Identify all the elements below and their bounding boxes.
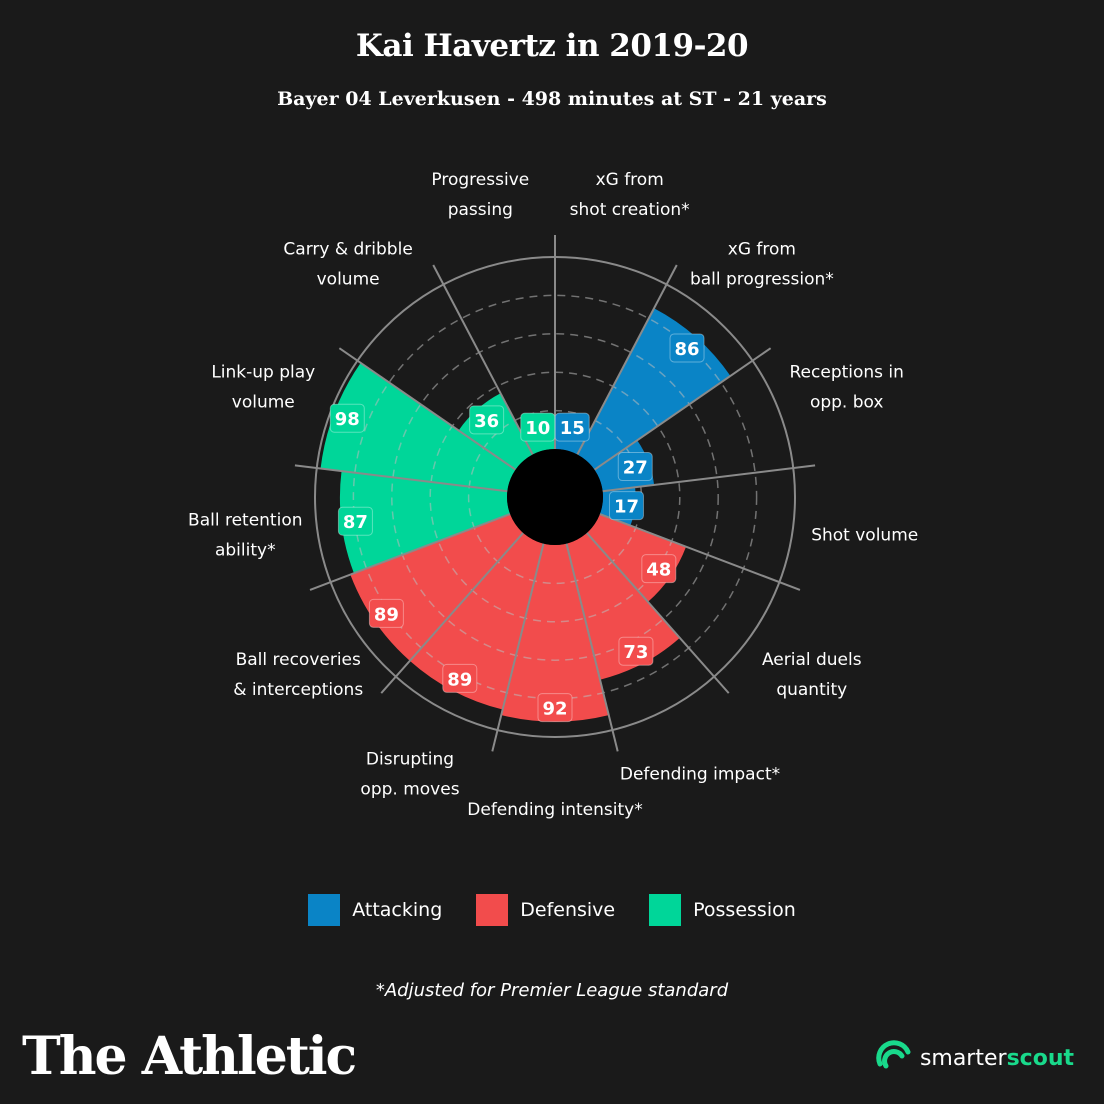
legend-label-attacking: Attacking <box>352 899 443 921</box>
value-label-box <box>442 663 478 693</box>
center-hub <box>507 449 603 545</box>
smarterscout-prefix: smarter <box>919 1045 1007 1071</box>
metric-label: Progressive passing <box>431 170 529 220</box>
value-label: 10 <box>525 418 550 439</box>
grid-ring <box>391 333 719 661</box>
bar-segment <box>501 543 609 722</box>
radial-divider <box>432 264 534 455</box>
legend-label-defensive: Defensive <box>520 899 616 921</box>
metric-label: Defending impact* <box>620 764 780 784</box>
smarterscout-logo: smarter scout <box>874 1038 1074 1078</box>
value-label: 86 <box>675 339 700 360</box>
value-label-box <box>618 636 654 666</box>
radial-divider <box>309 513 511 591</box>
the-athletic-logo: The Athletic <box>22 1026 357 1087</box>
value-label: 17 <box>614 497 639 518</box>
value-label-box <box>537 693 573 723</box>
value-label: 36 <box>474 411 499 432</box>
legend-swatch-defensive <box>476 894 509 926</box>
value-label: 15 <box>560 418 585 439</box>
bar-segment <box>320 362 516 492</box>
value-label: 92 <box>542 699 567 720</box>
value-label-box <box>554 412 590 442</box>
value-label: 89 <box>447 669 472 690</box>
metric-label: Shot volume <box>811 526 918 546</box>
value-label-box <box>520 412 556 442</box>
metric-label: Defending intensity* <box>467 800 642 820</box>
value-label-box <box>669 333 705 363</box>
metric-label: xG from shot creation* <box>570 170 690 220</box>
legend: Attacking Defensive Possession <box>0 894 1104 926</box>
value-label-box <box>641 554 677 584</box>
value-label: 87 <box>343 512 368 533</box>
metric-label: Receptions in opp. box <box>790 362 904 412</box>
legend-swatch-attacking <box>308 894 341 926</box>
radial-divider <box>593 347 772 471</box>
radial-divider <box>380 532 524 694</box>
radial-divider <box>294 464 508 493</box>
legend-label-possession: Possession <box>693 899 796 921</box>
bar-segment <box>577 308 731 470</box>
chart-title: Kai Havertz in 2019-20 <box>355 28 749 64</box>
value-label: 98 <box>335 409 360 430</box>
radial-divider <box>602 464 816 493</box>
value-label: 27 <box>623 458 648 479</box>
value-label: 89 <box>374 604 399 625</box>
grid-ring <box>352 294 758 700</box>
value-label: 73 <box>623 642 648 663</box>
smarterscout-icon <box>876 1040 911 1069</box>
value-label-box <box>608 491 644 521</box>
grid-ring <box>429 371 681 623</box>
radial-divider <box>586 532 730 694</box>
value-label: 48 <box>646 560 671 581</box>
legend-item-defensive: Defensive <box>476 894 615 926</box>
legend-item-possession: Possession <box>649 894 796 926</box>
metric-label: Ball recoveries & interceptions <box>233 650 363 700</box>
value-label-box <box>617 452 653 482</box>
value-label-box <box>337 506 373 536</box>
radial-divider <box>576 264 678 455</box>
radial-divider <box>338 347 517 471</box>
value-label-box <box>368 598 404 628</box>
radial-divider <box>565 543 619 752</box>
value-label-box <box>329 403 365 433</box>
radial-divider <box>491 543 545 752</box>
chart-subtitle: Bayer 04 Leverkusen - 498 minutes at ST … <box>277 88 827 110</box>
legend-item-attacking: Attacking <box>308 894 442 926</box>
footnote: *Adjusted for Premier League standard <box>375 980 729 1001</box>
metric-label: xG from ball progression* <box>690 239 834 289</box>
legend-swatch-possession <box>649 894 682 926</box>
metric-label: Disrupting opp. moves <box>360 749 459 799</box>
metric-label: Carry & dribble volume <box>283 239 412 289</box>
metric-label: Ball retention ability* <box>188 511 302 561</box>
value-label-box <box>469 405 505 435</box>
smarterscout-suffix: scout <box>1006 1045 1074 1071</box>
metric-label: Aerial duels quantity <box>762 650 862 700</box>
bar-segment <box>339 471 511 574</box>
metric-label: Link-up play volume <box>211 362 315 412</box>
radial-divider <box>599 513 801 591</box>
